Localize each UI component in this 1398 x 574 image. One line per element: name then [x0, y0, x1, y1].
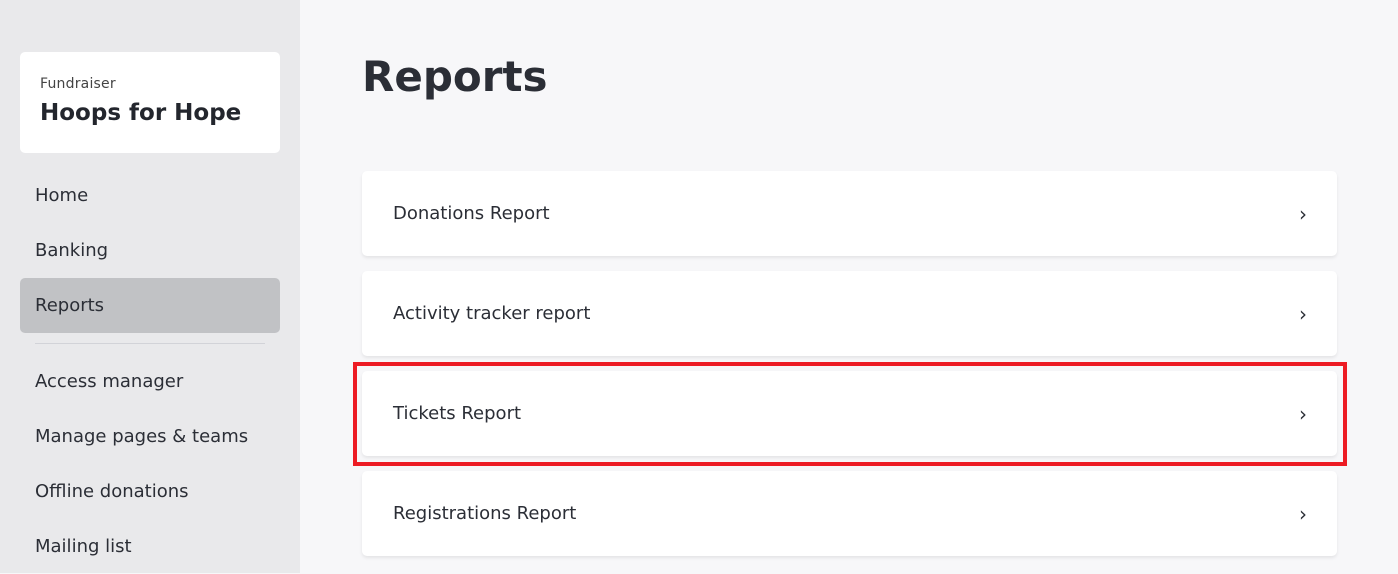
report-registrations[interactable]: Registrations Report › [362, 471, 1337, 556]
report-donations[interactable]: Donations Report › [362, 171, 1337, 256]
report-label: Donations Report [393, 203, 550, 224]
sidebar-divider [35, 343, 265, 344]
sidebar: Fundraiser Hoops for Hope Home Banking R… [0, 0, 300, 573]
chevron-right-icon: › [1299, 201, 1307, 226]
report-label: Tickets Report [393, 403, 522, 424]
page-title: Reports [362, 52, 548, 101]
fundraiser-label: Fundraiser [40, 76, 116, 92]
report-activity-tracker[interactable]: Activity tracker report › [362, 271, 1337, 356]
report-tickets[interactable]: Tickets Report › [362, 371, 1337, 456]
fundraiser-name: Hoops for Hope [40, 100, 242, 126]
chevron-right-icon: › [1299, 501, 1307, 526]
sidebar-item-mailing-list[interactable]: Mailing list [35, 536, 132, 557]
sidebar-item-manage-pages-teams[interactable]: Manage pages & teams [35, 426, 249, 447]
sidebar-item-reports[interactable]: Reports [20, 278, 280, 333]
report-label: Registrations Report [393, 503, 577, 524]
sidebar-item-banking[interactable]: Banking [35, 240, 109, 261]
sidebar-item-access-manager[interactable]: Access manager [35, 371, 184, 392]
chevron-right-icon: › [1299, 401, 1307, 426]
fundraiser-card: Fundraiser Hoops for Hope [20, 52, 280, 153]
sidebar-item-offline-donations[interactable]: Offline donations [35, 481, 189, 502]
chevron-right-icon: › [1299, 301, 1307, 326]
sidebar-item-home[interactable]: Home [35, 185, 89, 206]
report-label: Activity tracker report [393, 303, 591, 324]
